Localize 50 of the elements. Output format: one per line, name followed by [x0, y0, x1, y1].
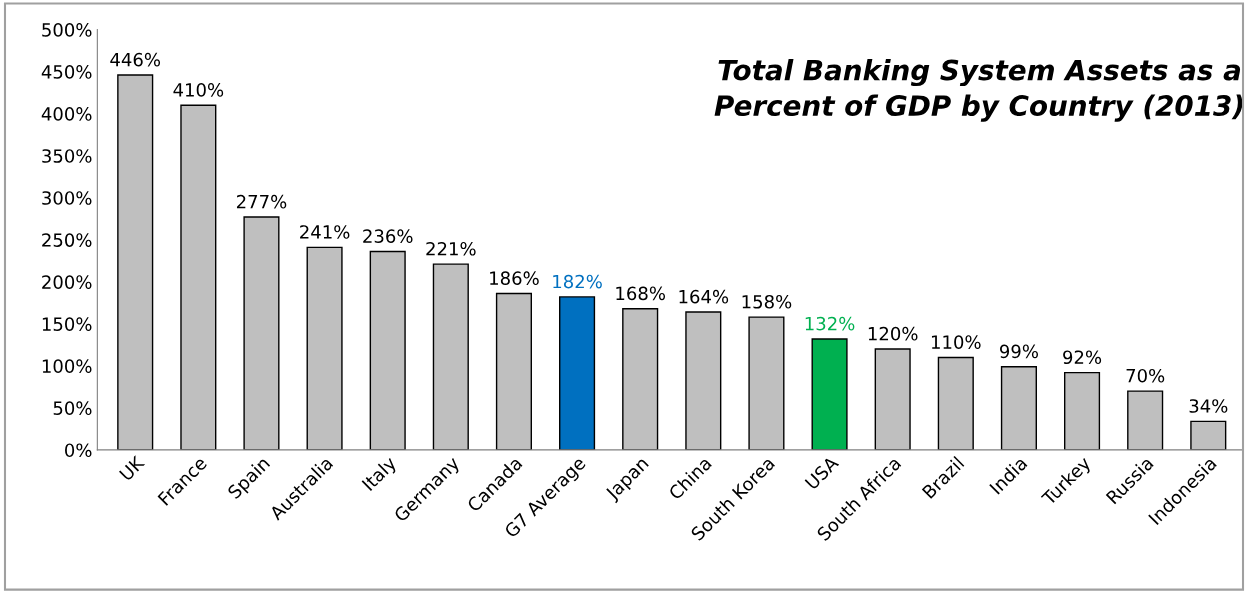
data-label: 99%	[1000, 344, 1038, 359]
y-tick-label: 100%	[42, 359, 92, 373]
bar	[369, 250, 406, 450]
data-label: 92%	[1063, 350, 1102, 365]
data-label: 34%	[1189, 399, 1228, 413]
bar	[874, 348, 911, 450]
bar	[622, 307, 659, 450]
y-tick-label: 50%	[53, 401, 92, 415]
bar	[306, 246, 343, 450]
y-tick-label: 400%	[41, 107, 92, 121]
text: Total Banking System Assets as a Percent of GDP by Country (2013)	[714, 59, 1243, 122]
data-label: 158%	[742, 294, 792, 309]
data-label: 110%	[931, 335, 981, 349]
data-label: 446%	[110, 52, 161, 67]
y-tick-label: 150%	[42, 317, 92, 331]
data-label: 132%	[805, 316, 855, 331]
data-label: 236%	[363, 229, 413, 243]
data-label: 168%	[616, 286, 666, 301]
bar	[748, 316, 785, 450]
y-tick-label: 500%	[42, 23, 92, 37]
x-tick-label: UK	[119, 454, 146, 482]
data-label: 410%	[173, 83, 224, 97]
bar	[180, 104, 217, 450]
data-label: 120%	[868, 326, 918, 341]
y-tick-label: 0%	[65, 443, 92, 458]
x-tick-label: USA	[804, 455, 840, 490]
data-label: 241%	[300, 225, 350, 239]
data-label: 70%	[1126, 368, 1165, 383]
bar	[559, 296, 596, 450]
y-tick-label: 200%	[42, 275, 92, 289]
y-tick-label: 250%	[42, 233, 92, 247]
bar	[685, 311, 722, 450]
bar	[1127, 390, 1164, 450]
y-tick-label: 300%	[42, 191, 92, 205]
bar	[811, 338, 848, 450]
y-tick-label: 450%	[41, 65, 92, 79]
data-label: 182%	[553, 274, 602, 289]
data-label: 186%	[490, 271, 539, 286]
bar	[432, 263, 469, 450]
data-label: 221%	[426, 241, 476, 256]
bar	[937, 356, 974, 450]
data-label: 277%	[236, 194, 287, 209]
data-label: 164%	[679, 289, 729, 304]
bar	[1063, 371, 1101, 450]
bar	[495, 292, 533, 450]
y-tick-label: 350%	[42, 149, 92, 163]
bar	[243, 216, 280, 450]
bar	[1190, 420, 1227, 450]
bar	[1000, 366, 1037, 450]
bar	[117, 74, 154, 450]
